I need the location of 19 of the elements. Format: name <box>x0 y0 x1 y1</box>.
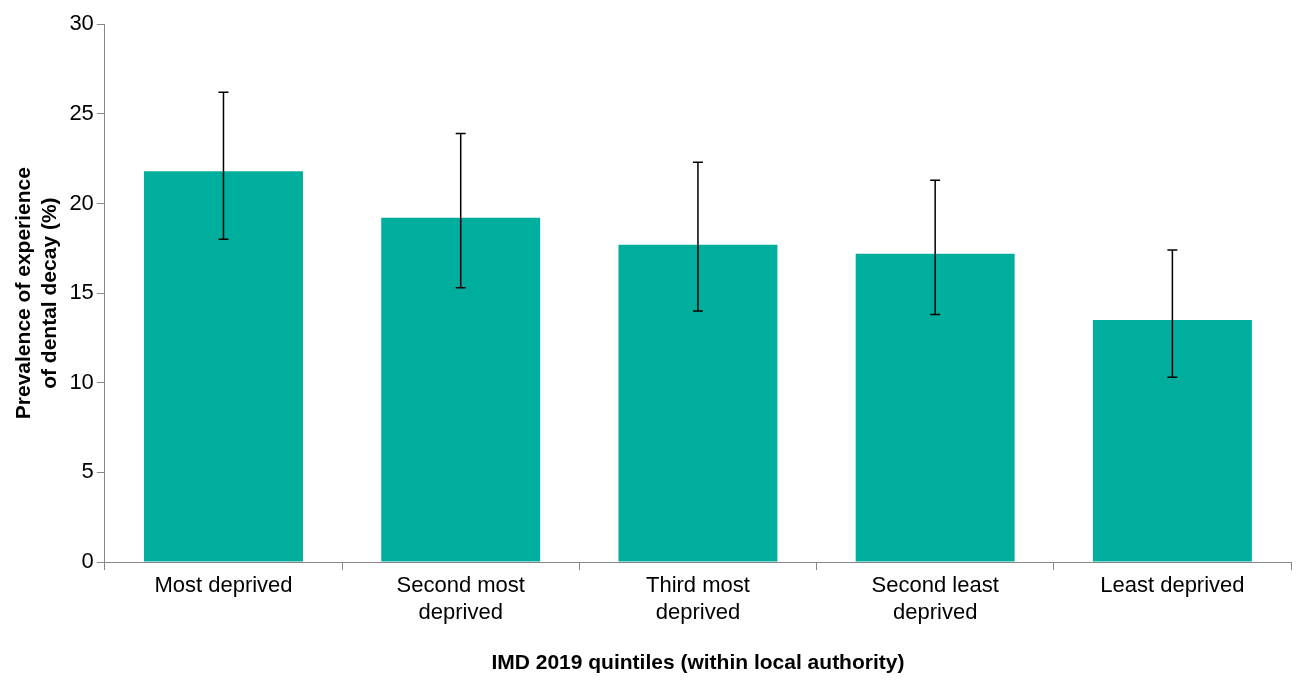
bar <box>1092 319 1252 562</box>
x-tick-label: Second most deprived <box>396 572 525 624</box>
y-tick-label: 15 <box>69 279 94 305</box>
bar <box>618 244 778 562</box>
y-axis-title: Prevalence of experience of dental decay (%) <box>11 167 60 420</box>
y-tick-label: 25 <box>69 99 94 125</box>
x-tick-label: Second least deprived <box>871 572 999 624</box>
y-tick-label: 10 <box>69 368 94 394</box>
y-tick-label: 30 <box>69 10 94 36</box>
x-tick-label: Least deprived <box>1100 572 1245 598</box>
y-tick-label: 5 <box>81 458 94 484</box>
bar <box>381 217 541 562</box>
y-tick-label: 0 <box>81 548 94 574</box>
x-axis-title: IMD 2019 quintiles (within local authority) <box>491 650 905 674</box>
x-tick-label: Third most deprived <box>645 572 750 624</box>
y-tick-label: 20 <box>69 189 94 215</box>
bar <box>855 253 1015 562</box>
x-tick-label: Most deprived <box>154 572 293 598</box>
bar <box>144 171 303 562</box>
